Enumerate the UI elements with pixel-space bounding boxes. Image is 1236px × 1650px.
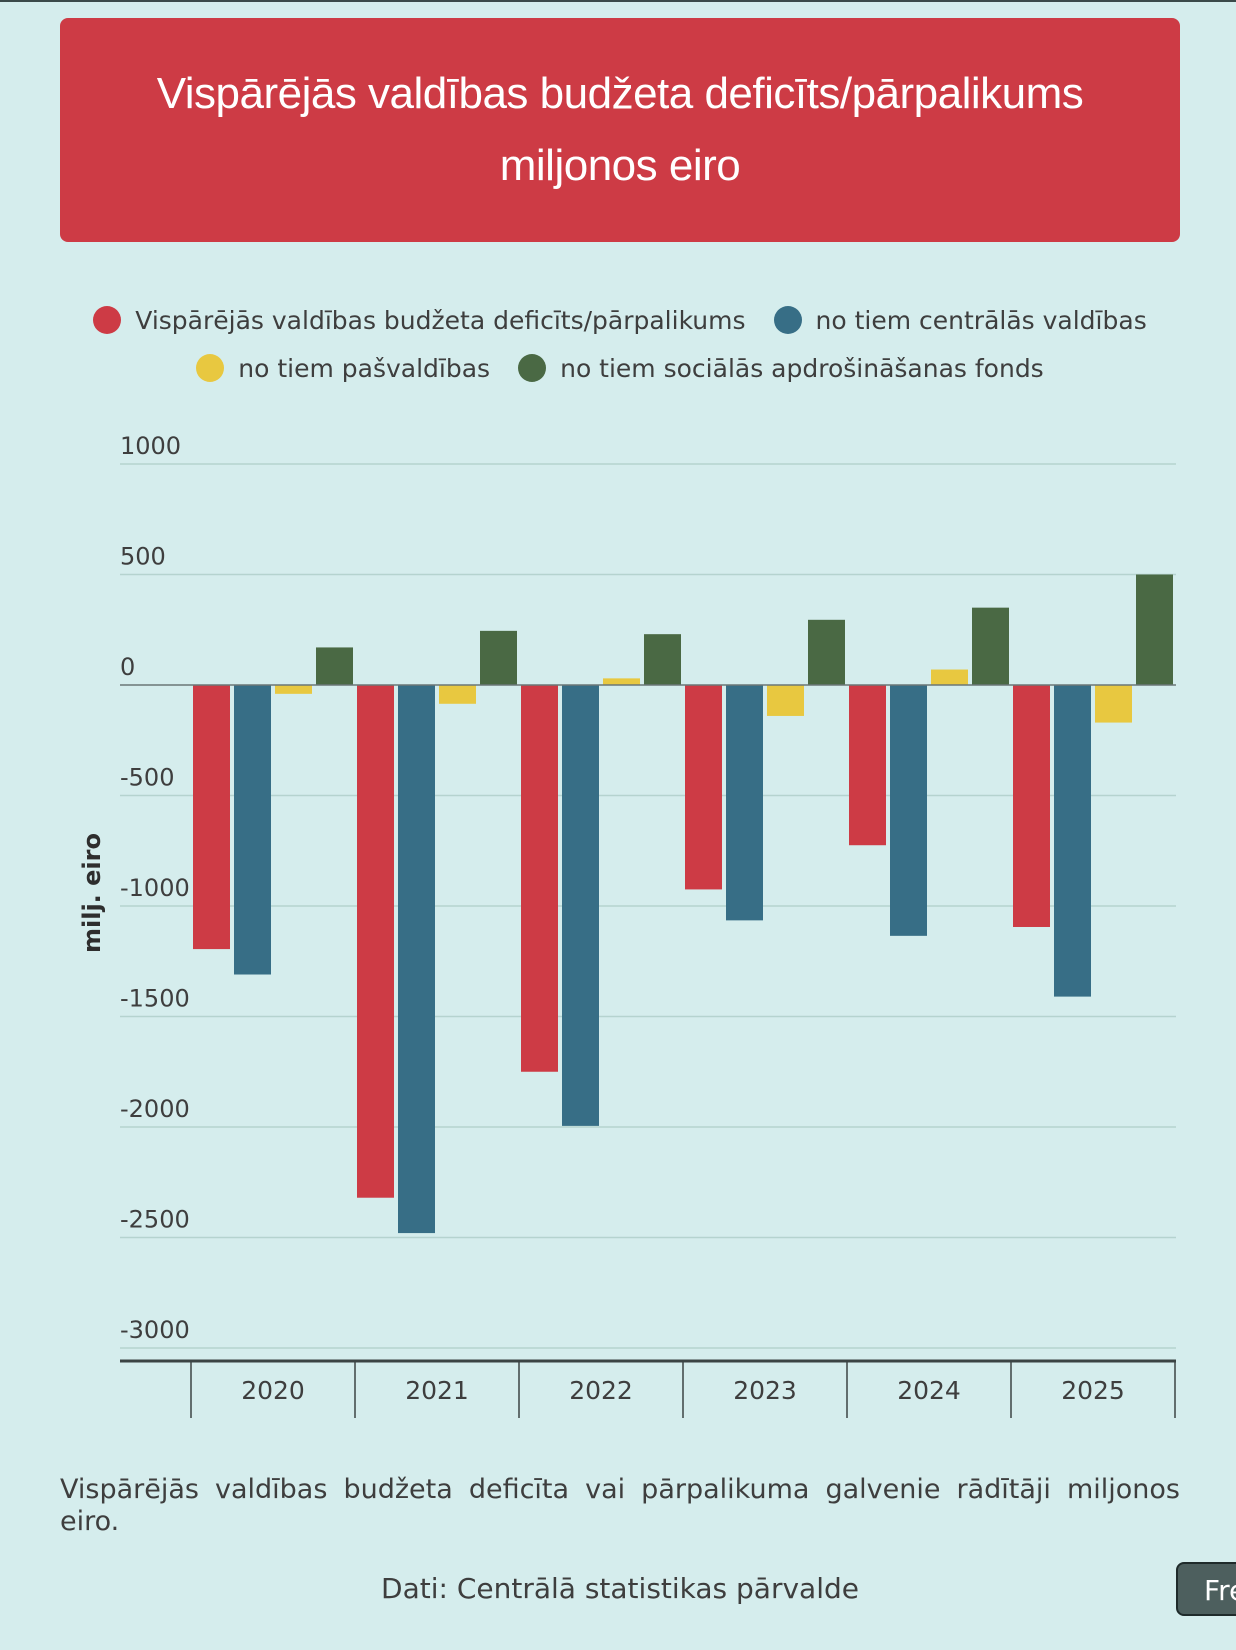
bar-2020-series-1[interactable] [234, 685, 271, 975]
bar-2024-series-3[interactable] [972, 607, 1009, 685]
data-source: Dati: Centrālā statistikas pārvalde [381, 1572, 859, 1605]
y-tick-label: -500 [120, 764, 174, 792]
y-tick-label: 1000 [120, 432, 181, 460]
bar-2025-series-3[interactable] [1136, 574, 1173, 686]
bar-2022-series-3[interactable] [644, 634, 681, 685]
legend-item-municipal[interactable]: no tiem pašvaldības [196, 354, 490, 383]
x-tick-label: 2025 [1061, 1376, 1125, 1405]
legend-dot-total [93, 306, 122, 334]
bar-2021-series-0[interactable] [357, 685, 394, 1198]
bar-2024-series-1[interactable] [890, 685, 927, 936]
corner-button[interactable]: Fre [1176, 1562, 1236, 1616]
bar-2022-series-2[interactable] [603, 678, 640, 685]
gridlines [120, 463, 1176, 1349]
bar-chart: 1000 500 0 -500 -1000 -1500 -2000 -2500 -3000 20… [78, 432, 1176, 1418]
legend-label-municipal: no tiem pašvaldības [238, 353, 491, 383]
x-tick-label: 2023 [733, 1376, 797, 1405]
chart-title: Vispārējās valdības budžeta deficīts/pār… [156, 69, 1084, 190]
legend-dot-social [518, 354, 547, 382]
legend-label-total: Vispārējās valdības budžeta deficīts/pār… [135, 305, 746, 335]
legend: Vispārējās valdības budžeta deficīts/pār… [60, 296, 1180, 392]
y-axis-label: milj. eiro [78, 833, 106, 953]
y-tick-label: 0 [120, 653, 135, 681]
legend-label-central: no tiem centrālās valdības [815, 305, 1147, 335]
bar-2022-series-0[interactable] [521, 685, 558, 1072]
y-tick-label: 500 [120, 543, 166, 571]
x-tick-label: 2020 [241, 1376, 305, 1405]
bar-2023-series-3[interactable] [808, 619, 845, 685]
x-tick-label: 2022 [569, 1376, 633, 1405]
bar-2025-series-1[interactable] [1054, 685, 1091, 997]
bars [120, 574, 1176, 1234]
legend-item-central[interactable]: no tiem centrālās valdības [773, 305, 1147, 335]
bar-2024-series-2[interactable] [931, 669, 968, 685]
legend-label-social: no tiem sociālās apdrošināšanas fonds [560, 353, 1044, 383]
bar-2023-series-0[interactable] [685, 685, 722, 890]
x-axis: 2020 2021 2022 2023 2024 2025 [120, 1359, 1176, 1418]
legend-item-social[interactable]: no tiem sociālās apdrošināšanas fonds [518, 354, 1044, 383]
bar-2025-series-2[interactable] [1095, 685, 1132, 723]
bar-2021-series-1[interactable] [398, 685, 435, 1234]
chart-description: Vispārējās valdības budžeta deficīta vai… [60, 1474, 1180, 1537]
bar-2021-series-2[interactable] [439, 685, 476, 704]
bar-2025-series-0[interactable] [1013, 685, 1050, 927]
x-tick-label: 2021 [405, 1376, 469, 1405]
bar-2020-series-2[interactable] [275, 685, 312, 694]
x-tick-label: 2024 [897, 1376, 961, 1405]
legend-dot-central [773, 306, 802, 334]
bar-2024-series-0[interactable] [849, 685, 886, 846]
bar-2022-series-1[interactable] [562, 685, 599, 1126]
top-border [0, 0, 1236, 2]
y-tick-label: -2500 [120, 1206, 190, 1234]
legend-dot-municipal [196, 354, 225, 382]
y-tick-label: -1000 [120, 874, 190, 902]
bar-2023-series-2[interactable] [767, 685, 804, 716]
title-banner: Vispārējās valdības budžeta deficīts/pār… [60, 18, 1180, 242]
y-tick-label: -2000 [120, 1095, 190, 1123]
legend-item-total[interactable]: Vispārējās valdības budžeta deficīts/pār… [93, 305, 746, 335]
y-tick-label: -3000 [120, 1316, 190, 1344]
y-tick-label: -1500 [120, 985, 190, 1013]
bar-2020-series-0[interactable] [193, 685, 230, 950]
y-tick-labels: 1000 500 0 -500 -1000 -1500 -2000 -2500 -3000 [120, 432, 190, 1344]
bar-2020-series-3[interactable] [316, 647, 353, 685]
bar-2023-series-1[interactable] [726, 685, 763, 921]
bar-2021-series-3[interactable] [480, 630, 517, 685]
